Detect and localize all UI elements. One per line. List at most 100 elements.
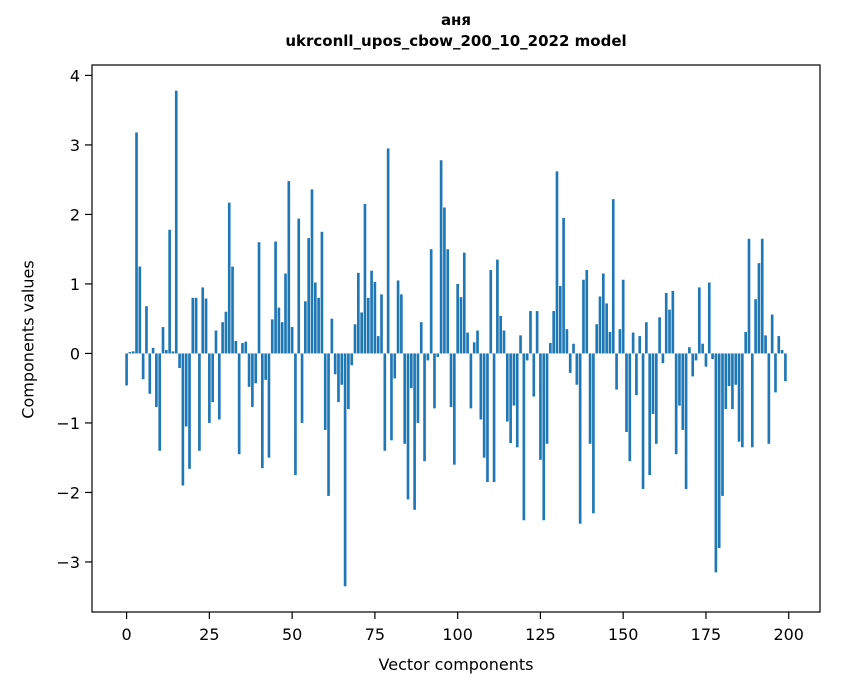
bar [482,353,486,458]
bar [641,353,645,489]
bar [522,353,526,521]
bar [489,270,493,354]
bar [562,217,565,354]
bar [181,353,185,486]
chart-title: аня ukrconll_upos_cbow_200_10_2022 model [92,10,820,52]
bar [280,322,284,354]
x-tick-label: 25 [199,625,219,644]
bar [174,90,178,354]
bar [605,303,608,354]
bar [323,353,327,430]
bar [436,353,440,357]
bar [628,353,632,462]
bar [509,353,512,444]
bar [237,353,241,455]
bar [737,353,741,442]
bar [443,207,446,354]
bar [413,353,416,510]
bar [717,353,721,549]
bar [466,332,469,354]
bar [131,351,135,354]
bar [194,297,198,354]
bar [267,353,271,458]
bar [188,353,191,469]
bar [691,353,695,377]
x-tick-label: 175 [691,625,722,644]
bar [476,330,479,354]
bar [542,353,546,521]
bar [486,353,489,483]
bar [370,270,373,354]
bar [307,238,310,354]
bar [459,297,463,354]
bar [535,311,539,354]
bar [688,347,691,354]
bar [419,322,423,354]
y-tick-label: −2 [56,483,80,502]
bar [429,249,433,354]
bar [257,242,261,354]
bar [664,292,668,354]
bar [168,229,171,354]
bar [343,353,347,587]
bar [241,343,244,354]
y-tick-label: 0 [70,344,80,363]
bar [449,353,453,407]
bar [582,279,585,354]
bar [505,353,509,422]
bar [217,353,221,420]
bar [638,336,642,354]
bar [549,343,552,354]
bar [333,353,337,375]
bar [469,353,473,409]
bar [621,279,625,354]
bar [320,231,324,354]
bar [539,353,542,460]
bar [684,353,688,489]
bar [264,353,267,380]
bar [145,306,148,354]
bar [244,341,248,354]
x-tick-label: 0 [122,625,132,644]
bar [254,353,258,384]
bar [360,312,363,354]
bar [353,324,357,354]
x-tick-label: 75 [365,625,385,644]
bar [135,132,138,354]
bar [330,318,334,354]
bar [383,353,387,451]
axes-spines [91,64,821,613]
bar [701,343,704,354]
bar [645,322,648,354]
bar [515,353,519,448]
bar [532,353,536,397]
bar [426,353,430,361]
bar [529,311,532,354]
bar [184,353,188,427]
bar [558,286,562,354]
bar [439,160,443,354]
bar [446,249,450,354]
bar [661,353,665,364]
bar [611,199,615,354]
bar [171,351,175,354]
bar [671,290,675,354]
bar [178,353,181,369]
bar [707,282,711,354]
bar [595,324,599,354]
bar [741,353,744,448]
y-tick-label: −1 [56,414,80,433]
y-tick-label: 2 [70,205,80,224]
bar [231,266,234,354]
bar [214,330,218,354]
y-tick-label: 4 [70,66,80,85]
bar [651,353,655,414]
bar [674,353,678,455]
bar [290,327,294,354]
bar [274,241,277,354]
bar [714,353,718,573]
bar [128,352,132,354]
bar [744,331,747,354]
